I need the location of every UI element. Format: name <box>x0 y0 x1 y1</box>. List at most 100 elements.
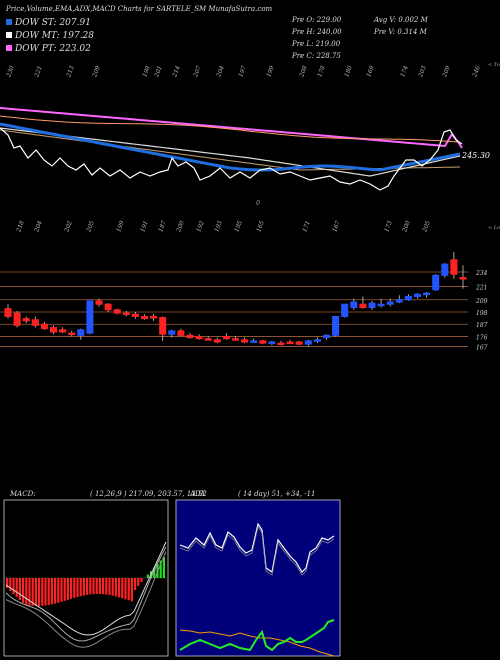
macd-histogram-bar <box>102 578 105 595</box>
macd-histogram-bar <box>98 578 101 595</box>
macd-label: MACD: <box>9 490 36 498</box>
macd-histogram-bar <box>66 578 69 600</box>
macd-histogram-bar <box>140 578 143 582</box>
ema-pt-line <box>0 107 463 149</box>
candle-up <box>86 300 94 334</box>
low-tick-label: 205 <box>421 220 432 234</box>
candle-up <box>77 329 85 336</box>
price-level-label: 167 <box>476 344 488 351</box>
candle-down <box>241 339 249 343</box>
candle-down <box>295 341 303 345</box>
macd-histogram-bar <box>162 557 165 578</box>
top-tick-label: 230 <box>5 65 16 79</box>
macd-histogram-bar <box>41 578 44 606</box>
low-tick-label: 200 <box>401 220 412 234</box>
candle-up <box>404 295 412 301</box>
macd-histogram-bar <box>31 578 34 606</box>
macd-histogram-bar <box>34 578 37 606</box>
macd-params: ( 12,26,9 ) 217.09, 203.57, 13.52 <box>90 490 207 498</box>
adx-line <box>179 522 335 574</box>
macd-histogram-bar <box>105 578 108 595</box>
candle-down <box>286 341 294 344</box>
candle-up <box>423 292 431 296</box>
candle-down <box>141 315 148 320</box>
macd-histogram-bar <box>60 578 63 602</box>
candle-down <box>68 332 76 336</box>
low-tick-label: 193 <box>213 220 224 233</box>
candle-up <box>350 301 358 309</box>
macd-histogram-bar <box>124 578 127 600</box>
low-tick-label: 204 <box>33 220 44 234</box>
candle-down <box>50 327 57 333</box>
top-tick-label: 180 <box>343 65 354 78</box>
candle-down <box>259 340 267 344</box>
price-level-label: 198 <box>476 310 488 317</box>
adx-plus-line <box>179 619 335 652</box>
chart-title: Price,Volume,EMA,ADX,MACD Charts for SAR… <box>5 5 273 13</box>
candle-up <box>377 303 385 307</box>
top-tick-label: 203 <box>417 65 428 79</box>
macd-signal-line <box>5 546 167 642</box>
macd-line <box>5 541 167 636</box>
macd-histogram-bar <box>108 578 111 596</box>
current-price-label: 245.30 <box>461 151 490 160</box>
candle-down <box>150 315 158 319</box>
candle-down <box>59 329 67 333</box>
candle-down <box>159 317 167 335</box>
legend-entry: DOW MT: 197.28 <box>14 31 94 41</box>
top-tick-label: 213 <box>65 65 76 79</box>
candle-up <box>414 293 421 297</box>
top-tick-label: 199 <box>265 65 276 78</box>
candle-down <box>186 334 194 339</box>
macd-histogram-bar <box>50 578 53 605</box>
macd-histogram-bar <box>57 578 60 603</box>
candle-up <box>250 340 258 343</box>
low-tick-label: 192 <box>195 220 206 233</box>
macd-histogram-bar <box>6 578 9 588</box>
macd-histogram-bar <box>121 578 124 599</box>
prev-open: Pre O: 229.00 <box>291 16 342 24</box>
candle-down <box>195 335 203 340</box>
low-tick-label: 167 <box>331 220 342 233</box>
price-level-label: 209 <box>475 298 488 305</box>
macd-histogram-bar <box>9 578 12 591</box>
candle-up <box>368 302 376 309</box>
macd-histogram-bar <box>47 578 50 605</box>
top-tick-label: 246 <box>471 65 482 79</box>
price-line <box>0 127 463 191</box>
low-tick-label: 173 <box>383 220 394 233</box>
candle-down <box>113 309 121 314</box>
candle-up <box>386 301 394 305</box>
legend-swatch <box>6 45 12 51</box>
candle-down <box>232 338 239 341</box>
macd-histogram-bar <box>63 578 66 601</box>
candle-down <box>40 323 48 330</box>
ema-st-line <box>0 122 461 172</box>
candle-up <box>168 330 176 335</box>
macd-histogram-bar <box>92 578 95 595</box>
macd-histogram-bar <box>15 578 18 597</box>
top-tick-label: 207 <box>192 65 203 79</box>
macd-ema-line <box>5 551 167 648</box>
ema-brown-line <box>0 115 461 143</box>
macd-histogram-bar <box>22 578 25 603</box>
candle-down <box>31 319 39 326</box>
legend-swatch <box>6 19 12 25</box>
low-tick-label: 191 <box>139 220 149 233</box>
macd-histogram-bar <box>44 578 47 606</box>
macd-histogram-bar <box>54 578 57 604</box>
low-tick-label: 199 <box>115 220 126 233</box>
low-tick-label: 165 <box>255 220 266 233</box>
legend-swatch <box>6 32 12 38</box>
candle-down <box>13 312 21 326</box>
adx-shadow-line <box>179 526 335 576</box>
candle-up <box>268 341 276 344</box>
top-tick-label: 209 <box>91 65 102 79</box>
candle-down <box>177 330 185 336</box>
macd-histogram-bar <box>12 578 15 594</box>
adx-minus-line <box>179 629 335 657</box>
low-tick-label: 202 <box>63 220 74 234</box>
top-tick-label: 201 <box>153 65 164 79</box>
candle-up <box>332 315 340 336</box>
